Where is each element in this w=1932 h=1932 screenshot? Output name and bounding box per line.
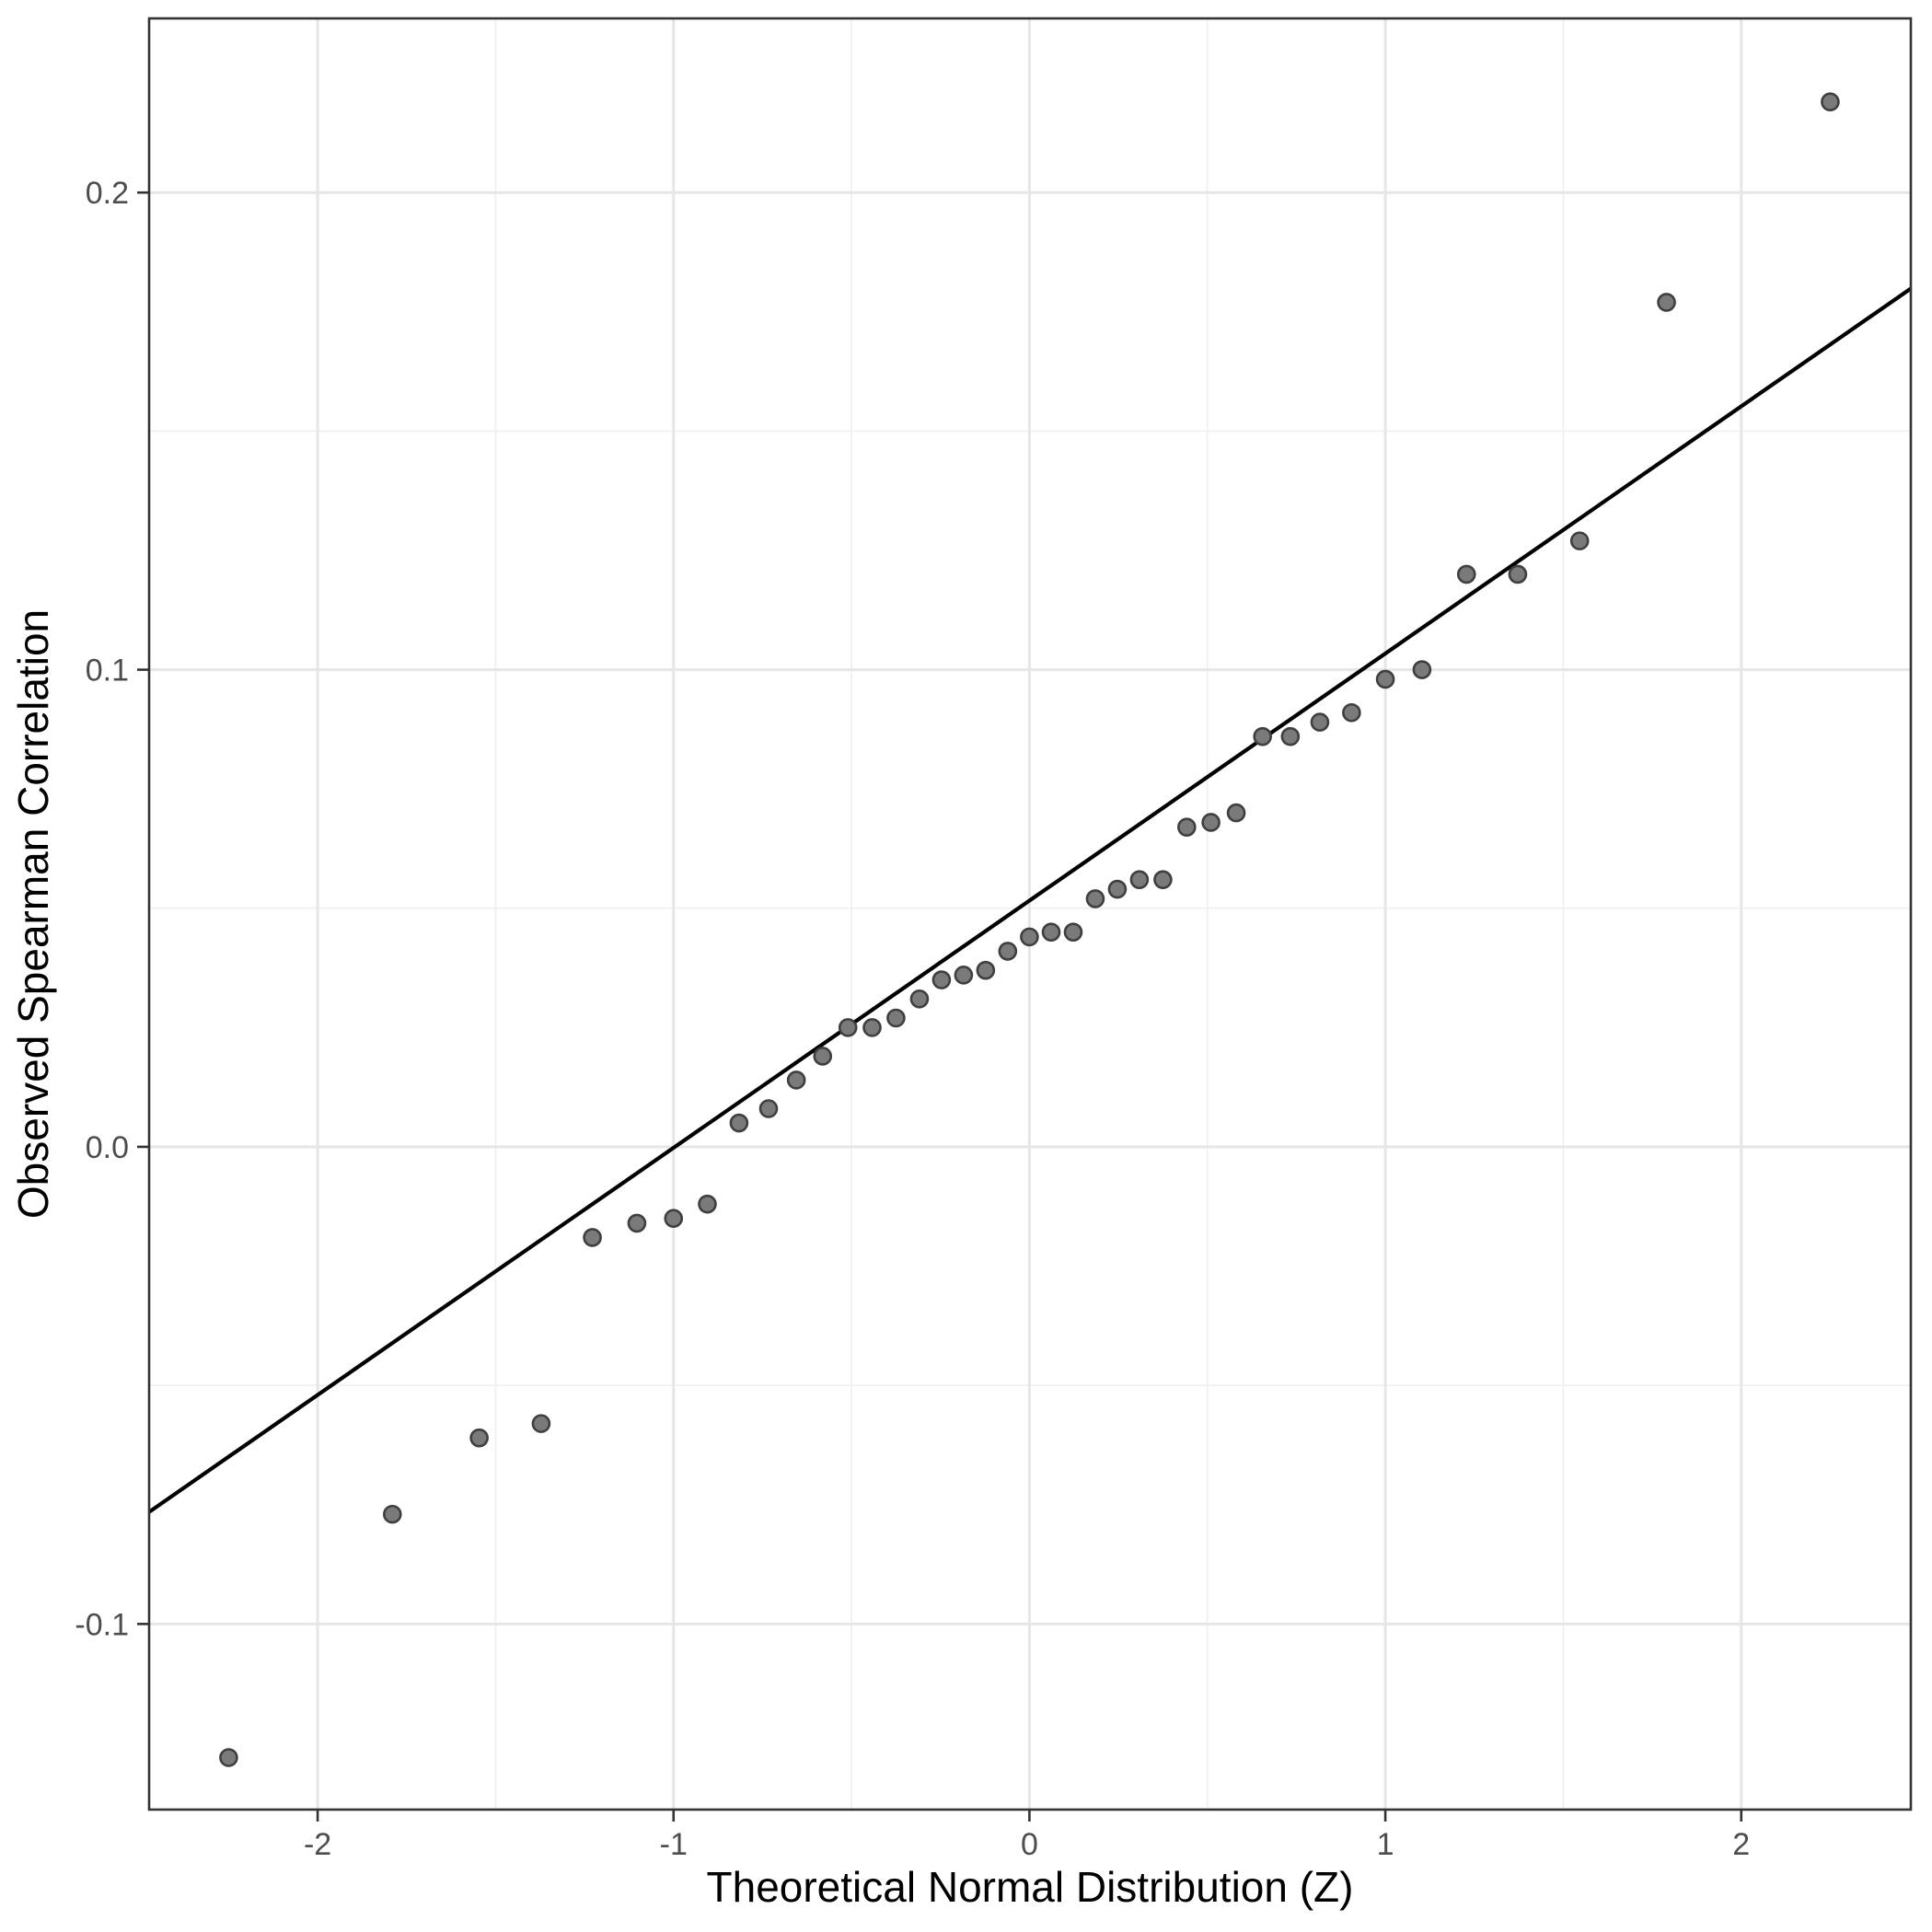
data-point bbox=[1821, 92, 1840, 112]
x-tick-label: -1 bbox=[660, 1827, 688, 1862]
y-tick-label: 0.2 bbox=[86, 176, 129, 211]
data-point bbox=[1177, 817, 1197, 837]
data-point bbox=[1085, 889, 1105, 908]
data-point bbox=[1375, 669, 1395, 689]
data-point bbox=[382, 1504, 402, 1524]
data-point bbox=[627, 1213, 647, 1233]
data-point bbox=[531, 1414, 551, 1433]
y-tick-label: -0.1 bbox=[75, 1607, 129, 1642]
data-points bbox=[219, 92, 1840, 1767]
data-point bbox=[954, 966, 974, 985]
qq-reference-line bbox=[147, 286, 1913, 1514]
data-point bbox=[886, 1008, 906, 1028]
grid-major-lines bbox=[149, 18, 1911, 1810]
data-point bbox=[1657, 293, 1676, 312]
data-point bbox=[1020, 927, 1039, 947]
data-point bbox=[998, 942, 1018, 961]
data-point bbox=[909, 989, 930, 1009]
data-point bbox=[1253, 726, 1272, 746]
y-axis-title: Observed Spearman Correlation bbox=[9, 609, 57, 1219]
data-point bbox=[1456, 564, 1476, 584]
data-point bbox=[1412, 660, 1432, 679]
x-tick-label: 2 bbox=[1732, 1827, 1750, 1862]
y-tick-label: 0.0 bbox=[86, 1130, 129, 1165]
data-point bbox=[1153, 870, 1173, 889]
x-axis-title: Theoretical Normal Distribution (Z) bbox=[707, 1863, 1354, 1911]
data-point bbox=[219, 1748, 238, 1767]
x-tick-label: 0 bbox=[1021, 1827, 1038, 1862]
data-point bbox=[931, 970, 952, 989]
x-tick-label: -2 bbox=[304, 1827, 331, 1862]
data-point bbox=[813, 1047, 833, 1066]
data-point bbox=[1310, 712, 1330, 732]
data-point bbox=[698, 1194, 717, 1214]
data-point bbox=[786, 1070, 806, 1090]
axis-tick-marks bbox=[137, 191, 1743, 1822]
data-point bbox=[583, 1228, 602, 1247]
data-point bbox=[862, 1018, 882, 1037]
x-tick-label: 1 bbox=[1377, 1827, 1394, 1862]
data-point bbox=[1129, 870, 1150, 889]
y-axis-tick-labels: 0.2 0.1 0.0 -0.1 bbox=[75, 176, 129, 1642]
data-point bbox=[469, 1428, 489, 1448]
data-point bbox=[729, 1113, 749, 1133]
data-point bbox=[1201, 813, 1221, 832]
reference-line bbox=[147, 286, 1913, 1514]
data-point bbox=[1063, 922, 1083, 942]
data-point bbox=[838, 1018, 858, 1037]
data-point bbox=[664, 1209, 684, 1229]
data-point bbox=[1569, 531, 1590, 550]
y-tick-label: 0.1 bbox=[86, 654, 129, 688]
data-point bbox=[1342, 702, 1361, 723]
data-point bbox=[1508, 564, 1528, 584]
data-point bbox=[1280, 726, 1301, 746]
data-point bbox=[758, 1099, 779, 1118]
data-point bbox=[1107, 879, 1128, 899]
data-point bbox=[976, 960, 996, 980]
x-axis-tick-labels: -2 -1 0 1 2 bbox=[304, 1827, 1750, 1862]
data-point bbox=[1041, 922, 1061, 942]
data-point bbox=[1226, 803, 1246, 823]
